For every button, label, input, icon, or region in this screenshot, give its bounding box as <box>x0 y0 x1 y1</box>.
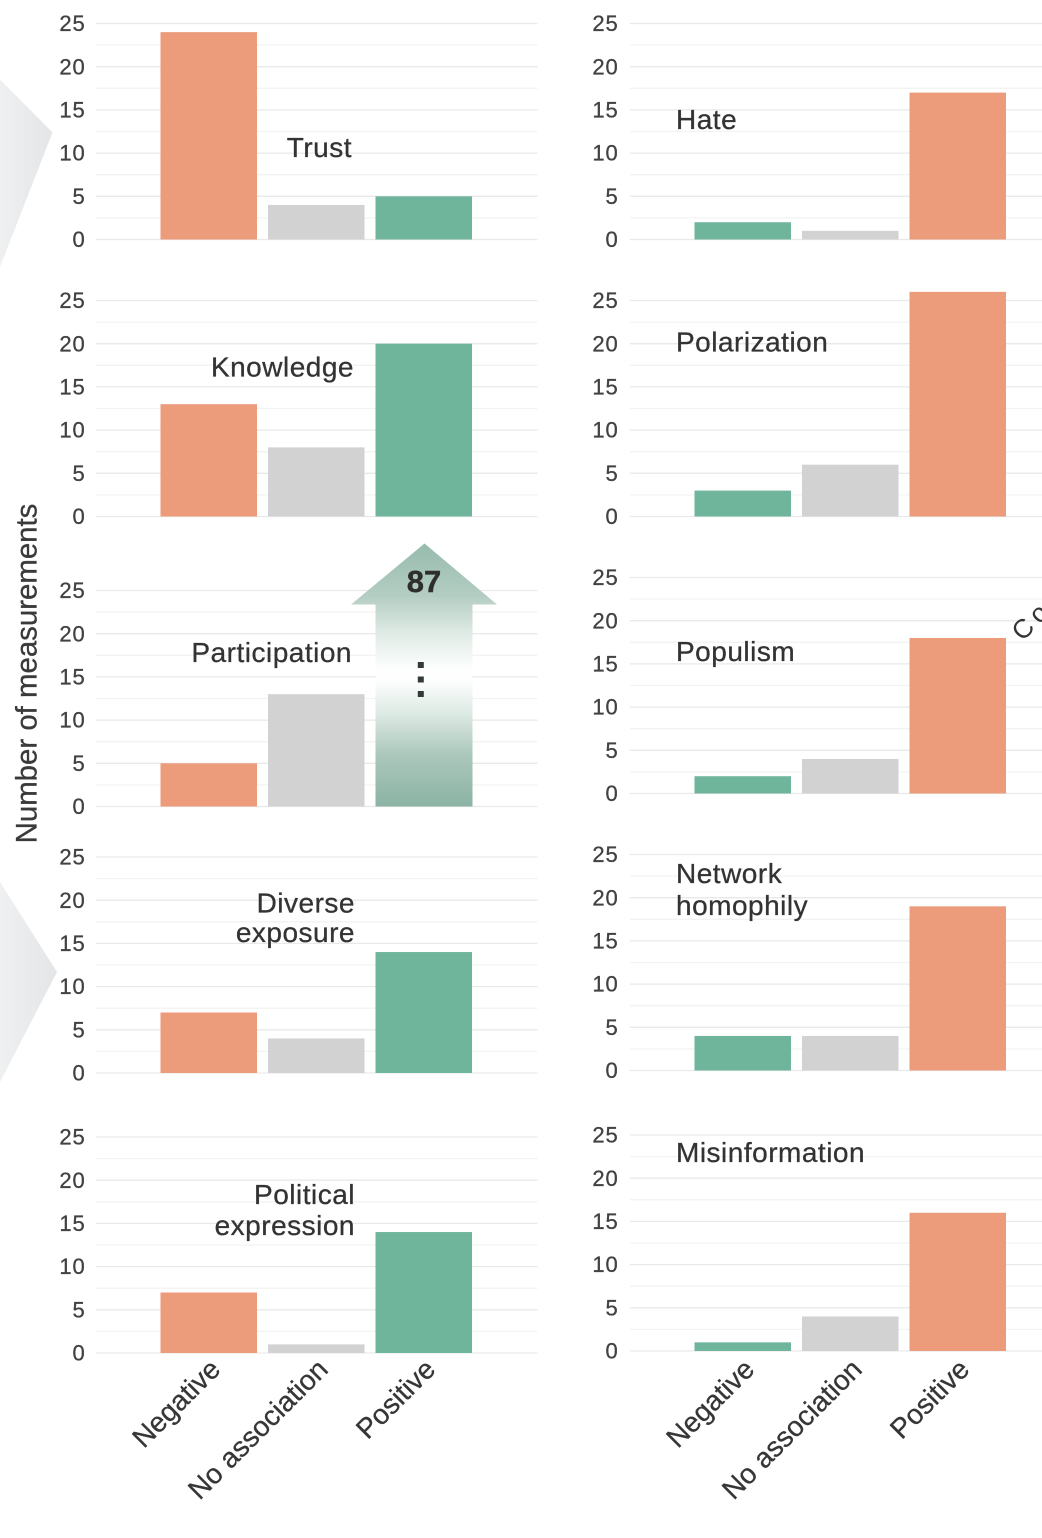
svg-text:20: 20 <box>592 608 618 633</box>
svg-text:20: 20 <box>592 331 618 356</box>
svg-text:15: 15 <box>59 375 85 400</box>
svg-text:5: 5 <box>605 461 618 486</box>
svg-text:25: 25 <box>592 288 618 313</box>
svg-text:10: 10 <box>59 974 85 999</box>
svg-text:0: 0 <box>605 504 618 529</box>
svg-text:15: 15 <box>59 665 85 690</box>
svg-text:25: 25 <box>59 288 85 313</box>
svg-text:87: 87 <box>407 564 441 599</box>
svg-text:0: 0 <box>605 1339 618 1364</box>
svg-text:25: 25 <box>59 578 85 603</box>
svg-text:0: 0 <box>605 781 618 806</box>
svg-text:15: 15 <box>59 931 85 956</box>
svg-text:20: 20 <box>59 331 85 356</box>
svg-text:expression: expression <box>215 1210 355 1241</box>
svg-text:Network: Network <box>676 858 783 889</box>
svg-text:Number of measurements: Number of measurements <box>11 504 44 844</box>
svg-text:15: 15 <box>592 929 618 954</box>
svg-text:20: 20 <box>592 1166 618 1191</box>
svg-text:Diverse: Diverse <box>257 888 355 919</box>
svg-text:0: 0 <box>72 794 85 819</box>
svg-text:5: 5 <box>605 1015 618 1040</box>
svg-text:10: 10 <box>59 141 85 166</box>
svg-text:20: 20 <box>59 621 85 646</box>
svg-text:20: 20 <box>592 885 618 910</box>
svg-text:0: 0 <box>605 1058 618 1083</box>
svg-text:25: 25 <box>592 842 618 867</box>
svg-text:5: 5 <box>72 1017 85 1042</box>
svg-text:homophily: homophily <box>676 890 808 921</box>
svg-text:25: 25 <box>592 1123 618 1148</box>
svg-text:25: 25 <box>59 1125 85 1150</box>
svg-text:5: 5 <box>72 461 85 486</box>
svg-text:Knowledge: Knowledge <box>211 352 354 383</box>
svg-text:0: 0 <box>72 227 85 252</box>
svg-text:Hate: Hate <box>676 104 737 135</box>
svg-text:25: 25 <box>592 11 618 36</box>
svg-text:5: 5 <box>72 751 85 776</box>
svg-text:0: 0 <box>605 227 618 252</box>
svg-text:5: 5 <box>72 1297 85 1322</box>
svg-text:20: 20 <box>59 54 85 79</box>
svg-text:Populism: Populism <box>676 636 795 667</box>
svg-text:15: 15 <box>592 652 618 677</box>
svg-text:0: 0 <box>72 504 85 529</box>
svg-text:25: 25 <box>59 845 85 870</box>
svg-text:20: 20 <box>59 1168 85 1193</box>
svg-text:10: 10 <box>592 695 618 720</box>
svg-text:10: 10 <box>59 708 85 733</box>
svg-text:25: 25 <box>59 11 85 36</box>
svg-text:15: 15 <box>592 98 618 123</box>
svg-text:10: 10 <box>59 1254 85 1279</box>
svg-text:20: 20 <box>59 888 85 913</box>
svg-text:Trust: Trust <box>287 132 352 163</box>
svg-text:0: 0 <box>72 1061 85 1086</box>
svg-text:10: 10 <box>592 141 618 166</box>
svg-text:10: 10 <box>59 418 85 443</box>
svg-text:15: 15 <box>592 375 618 400</box>
svg-text:0: 0 <box>72 1341 85 1366</box>
svg-text:15: 15 <box>59 98 85 123</box>
svg-text:10: 10 <box>592 418 618 443</box>
svg-text:5: 5 <box>605 738 618 763</box>
svg-text:5: 5 <box>605 184 618 209</box>
svg-text:10: 10 <box>592 1252 618 1277</box>
svg-text:Participation: Participation <box>191 637 352 668</box>
svg-text:20: 20 <box>592 54 618 79</box>
svg-text:25: 25 <box>592 565 618 590</box>
svg-text:Misinformation: Misinformation <box>676 1137 865 1168</box>
svg-text:15: 15 <box>592 1209 618 1234</box>
svg-text:5: 5 <box>72 184 85 209</box>
svg-text:5: 5 <box>605 1295 618 1320</box>
svg-text:15: 15 <box>59 1211 85 1236</box>
svg-text:10: 10 <box>592 972 618 997</box>
svg-text:exposure: exposure <box>236 917 355 948</box>
svg-text:Political: Political <box>254 1179 355 1210</box>
svg-text:Polarization: Polarization <box>676 327 828 358</box>
